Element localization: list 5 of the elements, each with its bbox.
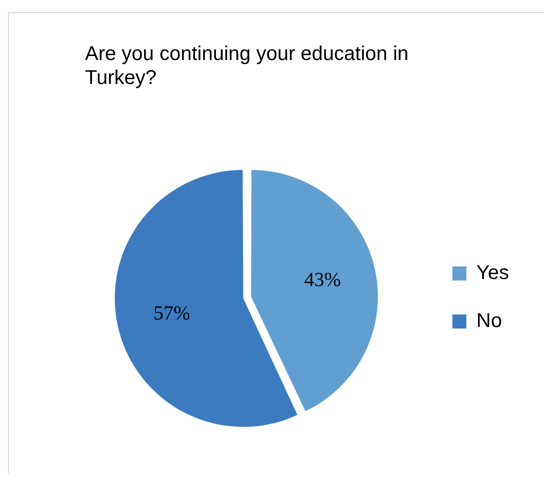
chart-title: Are you continuing your education in Turkey? bbox=[85, 42, 410, 90]
data-label: 43% bbox=[304, 268, 341, 291]
legend-label: No bbox=[476, 310, 502, 332]
legend-label: Yes bbox=[476, 262, 510, 284]
data-label: 57% bbox=[154, 302, 190, 325]
